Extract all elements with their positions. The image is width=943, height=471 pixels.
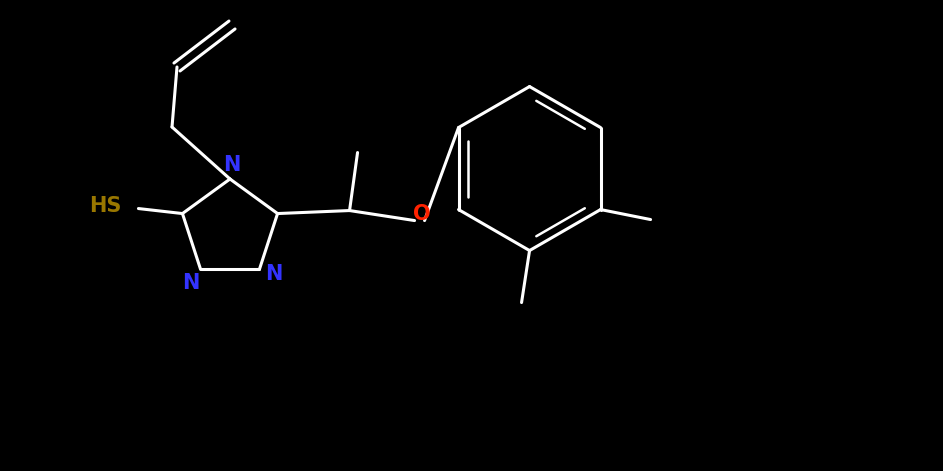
Text: N: N [223, 155, 240, 175]
Text: N: N [265, 264, 282, 284]
Text: O: O [413, 203, 430, 224]
Text: HS: HS [90, 195, 122, 216]
Text: N: N [182, 274, 199, 293]
